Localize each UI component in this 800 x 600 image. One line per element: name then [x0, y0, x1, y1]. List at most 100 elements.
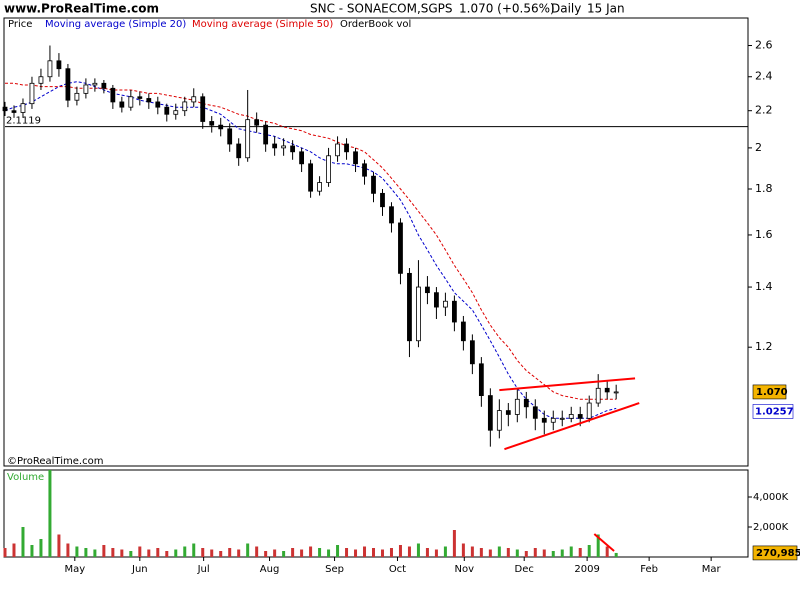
volume-bar: [228, 548, 232, 557]
volume-bar: [300, 549, 304, 557]
candle-body: [119, 101, 125, 108]
volume-bar: [497, 546, 501, 557]
volume-bar: [219, 551, 223, 557]
candle-body: [227, 128, 233, 145]
candle-body: [173, 110, 179, 115]
candle-body: [443, 300, 448, 308]
volume-bar: [452, 530, 456, 557]
candle-body: [29, 82, 35, 105]
y-tick-label: 2.2: [755, 104, 773, 117]
candle-body: [425, 286, 430, 294]
volume-bar: [39, 539, 43, 557]
candle-body: [254, 119, 260, 126]
volume-bar: [66, 543, 70, 557]
candle-body: [362, 163, 367, 177]
volume-bar: [363, 546, 367, 557]
x-tick-label: Mar: [702, 564, 722, 575]
candle-body: [496, 410, 502, 431]
candle-body: [110, 87, 116, 103]
x-tick-label: Dec: [515, 564, 534, 575]
candle-body: [389, 206, 394, 224]
candle-body: [245, 119, 251, 159]
volume-bar: [12, 543, 16, 557]
candle-body: [263, 124, 269, 145]
trendline: [499, 377, 636, 392]
candle-body: [460, 321, 466, 342]
volume-bar: [345, 548, 349, 557]
candle-body: [290, 145, 296, 153]
candle-body: [398, 222, 403, 274]
volume-bar: [138, 546, 142, 557]
candle-body: [326, 155, 331, 183]
volume-bar: [488, 549, 492, 557]
candle-body: [101, 82, 107, 89]
volume-bar: [434, 549, 438, 557]
candle-body: [353, 151, 358, 165]
candle-body: [155, 101, 161, 108]
volume-bar: [542, 549, 546, 557]
candle-body: [47, 60, 53, 78]
candle-body: [272, 143, 278, 149]
candle-body: [65, 68, 71, 101]
candle-body: [83, 84, 89, 94]
x-tick-label: Sep: [325, 564, 344, 575]
volume-bar: [111, 548, 115, 557]
site: www.ProRealTime.com: [4, 2, 159, 16]
candle-body: [416, 286, 421, 342]
y-tick-label: 1.8: [755, 182, 773, 195]
ma-box: [752, 404, 794, 419]
volume-bar: [192, 543, 196, 557]
volume-bar: [201, 548, 205, 557]
volume-label-box: [752, 545, 798, 561]
volume-bar: [569, 546, 573, 557]
candle-body: [2, 106, 8, 112]
volume-bar: [354, 549, 358, 557]
y-tick-label: 4,000K: [753, 492, 789, 503]
period: Daily: [551, 2, 581, 16]
volume-bar: [264, 551, 268, 557]
volume-bar: [515, 549, 519, 557]
candle-body: [568, 414, 574, 419]
y-tick-label: 2.4: [755, 70, 773, 83]
volume-bar: [587, 545, 591, 557]
volume-bar: [551, 551, 555, 557]
candle-body: [595, 387, 601, 404]
volume-panel: [3, 469, 749, 558]
candle-body: [514, 398, 520, 415]
candle-body: [236, 143, 242, 159]
volume-bar: [174, 549, 178, 557]
date: 15 Jan: [587, 2, 625, 16]
candle-body: [550, 417, 556, 423]
candle-body: [281, 145, 287, 149]
volume-bar: [309, 546, 313, 557]
legend-ma50: Moving average (Simple 50): [192, 19, 333, 30]
volume-bar: [183, 546, 187, 557]
candle-body: [56, 60, 62, 70]
candle-body: [434, 292, 439, 308]
candle-body: [380, 192, 385, 208]
y-tick-label: 2,000K: [753, 522, 789, 533]
volume-bar: [336, 545, 340, 557]
candle-body: [209, 121, 215, 126]
x-tick-label: Feb: [640, 564, 658, 575]
volume-bar: [372, 548, 376, 557]
volume-trendline: [593, 533, 615, 552]
y-tick-label: 2: [755, 141, 762, 154]
volume-bar: [443, 546, 447, 557]
legend-price: Price: [8, 19, 32, 30]
candle-body: [478, 363, 484, 396]
volume-bar: [21, 527, 25, 557]
volume-bar: [506, 548, 510, 557]
volume-bar: [147, 549, 151, 557]
volume-bar: [389, 548, 393, 557]
legend-ma20: Moving average (Simple 20): [45, 19, 186, 30]
x-tick-label: Aug: [260, 564, 280, 575]
volume-bar: [524, 551, 528, 557]
candle-body: [523, 398, 529, 408]
y-tick-label: 1.2: [755, 340, 773, 353]
volume-bar: [246, 543, 250, 557]
price-box-label: 1.070: [756, 387, 788, 398]
candle-body: [200, 96, 206, 122]
volume-bar: [533, 548, 537, 557]
